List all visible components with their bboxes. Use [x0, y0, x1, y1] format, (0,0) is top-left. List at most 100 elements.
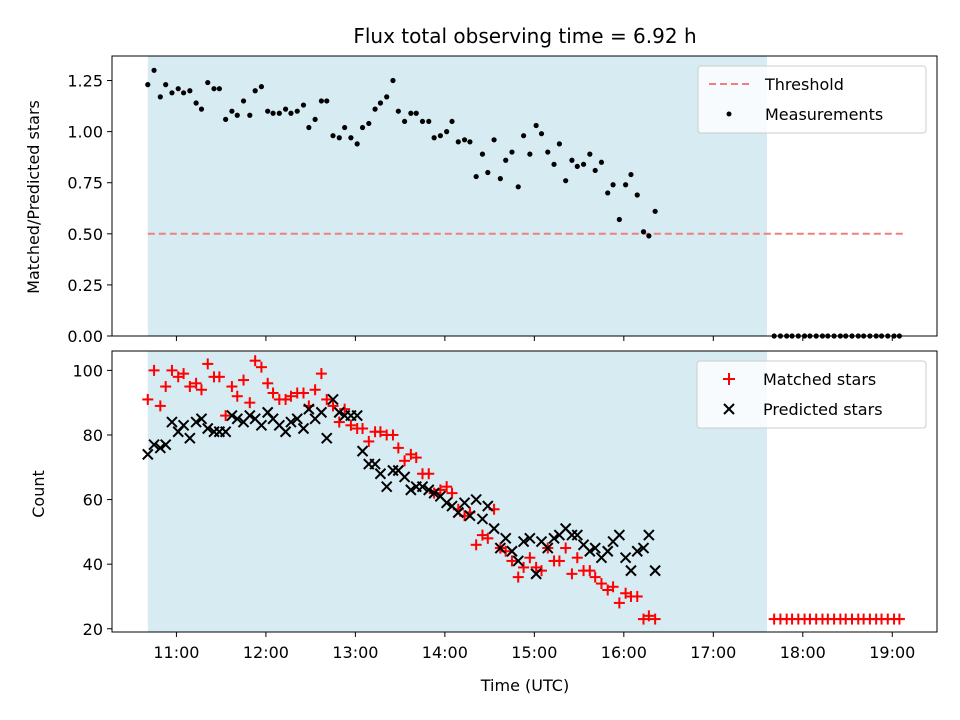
y-tick-label: 100 [72, 361, 103, 380]
measurement-point [444, 129, 450, 135]
measurement-point [377, 100, 384, 106]
predicted-star-point [380, 480, 393, 493]
y-tick-label: 0.50 [67, 225, 103, 244]
measurement-point [437, 133, 443, 139]
measurement-point [628, 171, 634, 178]
measurement-point [240, 98, 247, 104]
y-tick-label: 40 [83, 555, 103, 574]
measurement-point [252, 88, 258, 94]
measurement-point [413, 110, 419, 116]
matched-star-point [893, 613, 905, 625]
measurement-point [258, 84, 265, 90]
measurement-point [294, 108, 300, 114]
y-tick-label: 0.25 [67, 276, 103, 295]
x-axis-label: Time (UTC) [480, 676, 569, 695]
measurement-point [473, 173, 479, 180]
top-legend: Threshold Measurements [697, 65, 927, 134]
matched-star-point [202, 358, 214, 370]
predicted-star-point [202, 422, 214, 435]
matched-star-point [482, 532, 494, 544]
matched-star-point [148, 364, 160, 376]
measurement-point [359, 124, 366, 131]
measurement-point [527, 151, 533, 157]
y-tick-label: 0.00 [67, 327, 103, 346]
predicted-star-point [166, 416, 178, 428]
measurement-point [563, 178, 569, 184]
measurement-point [270, 110, 276, 116]
measurement-point [449, 118, 455, 125]
measurement-point [485, 169, 491, 176]
measurement-point [216, 86, 222, 92]
top-x-ticks [175, 336, 893, 341]
legend-matched-label: Matched stars [763, 370, 876, 389]
matched-star-point [649, 613, 661, 625]
x-tick-label: 17:00 [690, 643, 736, 662]
measurement-point [479, 151, 486, 157]
predicted-star-point [452, 506, 464, 519]
matched-star-point [512, 571, 524, 583]
measurement-point [169, 90, 175, 96]
matched-star-point [446, 487, 458, 499]
predicted-star-point [195, 413, 208, 425]
bottom-legend: Matched stars Predicted stars [696, 360, 927, 429]
measurement-point [342, 124, 348, 131]
measurement-points [145, 67, 903, 339]
matched-star-point [613, 597, 625, 609]
measurement-point [587, 151, 593, 157]
predicted-star-point [423, 484, 435, 496]
legend-predicted-label: Predicted stars [763, 400, 883, 419]
x-tick-label: 19:00 [869, 643, 915, 662]
x-tick-label: 16:00 [601, 643, 647, 662]
measurement-point [605, 190, 611, 196]
matched-star-point [584, 565, 596, 577]
predicted-star-point [530, 568, 542, 580]
predicted-star-point [458, 497, 471, 509]
matched-star-point [345, 419, 357, 431]
matched-star-point [392, 442, 404, 454]
measurement-point [556, 141, 562, 147]
measurement-point [431, 135, 437, 141]
predicted-star-point [374, 468, 387, 480]
legend-predicted-swatch [723, 403, 735, 415]
bottom-panel: 20 40 60 80 100 11:00 12:00 13:00 14:00 15:00 16:… [29, 350, 938, 695]
measurement-point [640, 229, 647, 235]
measurement-point [324, 98, 330, 104]
matched-star-point [363, 435, 375, 447]
measurement-point [545, 149, 551, 155]
predicted-star-point [255, 419, 268, 431]
matched-star-point [536, 565, 548, 577]
predicted-star-point [602, 545, 614, 557]
matched-star-point [190, 377, 202, 389]
top-y-axis-label: Matched/Predicted stars [24, 100, 43, 294]
matched-star-point [321, 393, 333, 405]
y-tick-label: 1.00 [67, 123, 103, 142]
measurement-point [610, 182, 616, 188]
measurement-point [574, 163, 580, 169]
measurement-point [509, 149, 515, 155]
predicted-star-point [500, 532, 512, 545]
matched-star-point [267, 387, 279, 399]
matched-star-point [571, 552, 583, 564]
measurement-point [533, 122, 539, 129]
matched-star-point [410, 452, 422, 464]
legend-measurement-label: Measurements [765, 105, 883, 124]
predicted-star-point [285, 416, 297, 428]
matched-star-point [231, 390, 243, 402]
bottom-axes-frame [111, 350, 938, 633]
predicted-star-point [613, 529, 626, 541]
measurement-point [234, 112, 240, 118]
measurement-point [503, 157, 509, 163]
predicted-star-point [589, 542, 601, 554]
matched-star-point [249, 355, 261, 367]
measurement-point [455, 139, 461, 145]
matched-star-point [524, 552, 536, 564]
matched-star-point [195, 384, 207, 396]
measurement-point [187, 88, 193, 94]
predicted-star-point [279, 426, 292, 438]
predicted-star-point [297, 422, 310, 435]
predicted-star-point [440, 497, 453, 509]
top-axes-frame [111, 55, 938, 337]
matched-star-point [327, 400, 339, 412]
measurement-point [300, 102, 307, 108]
